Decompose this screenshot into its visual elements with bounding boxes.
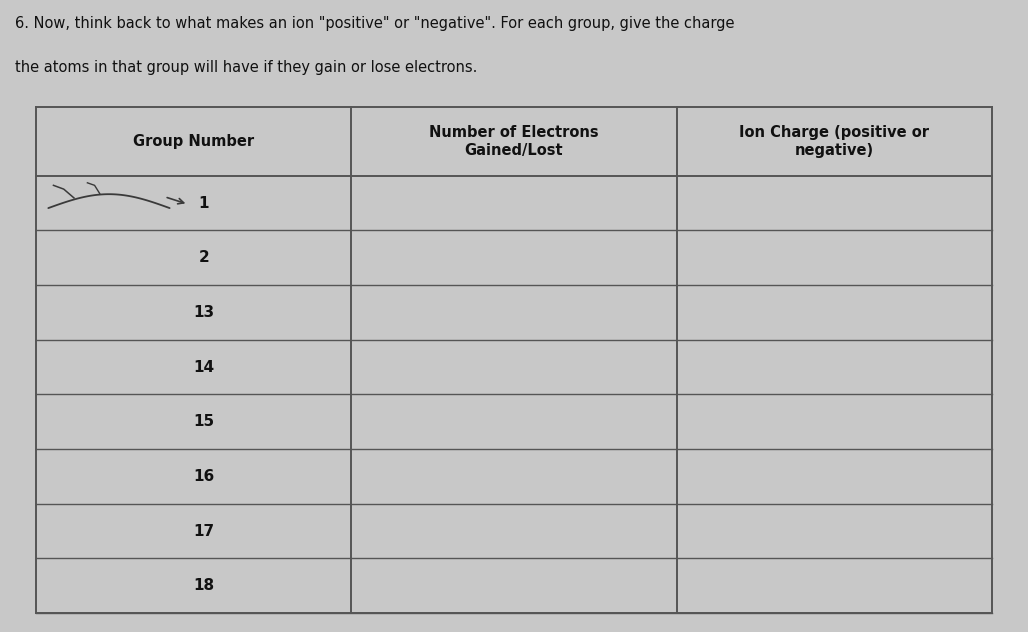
Text: 17: 17 — [193, 523, 215, 538]
Text: 14: 14 — [193, 360, 215, 375]
Text: Ion Charge (positive or
negative): Ion Charge (positive or negative) — [739, 125, 929, 158]
Text: Group Number: Group Number — [134, 134, 254, 149]
Text: 1: 1 — [198, 195, 210, 210]
Text: Number of Electrons
Gained/Lost: Number of Electrons Gained/Lost — [429, 125, 599, 158]
Bar — [36, 107, 992, 613]
Text: 6. Now, think back to what makes an ion "positive" or "negative". For each group: 6. Now, think back to what makes an ion … — [15, 16, 735, 31]
Text: the atoms in that group will have if they gain or lose electrons.: the atoms in that group will have if the… — [15, 60, 478, 75]
Text: 15: 15 — [193, 414, 215, 429]
Text: 2: 2 — [198, 250, 210, 265]
Text: 18: 18 — [193, 578, 215, 593]
Text: 13: 13 — [193, 305, 215, 320]
Text: 16: 16 — [193, 469, 215, 484]
